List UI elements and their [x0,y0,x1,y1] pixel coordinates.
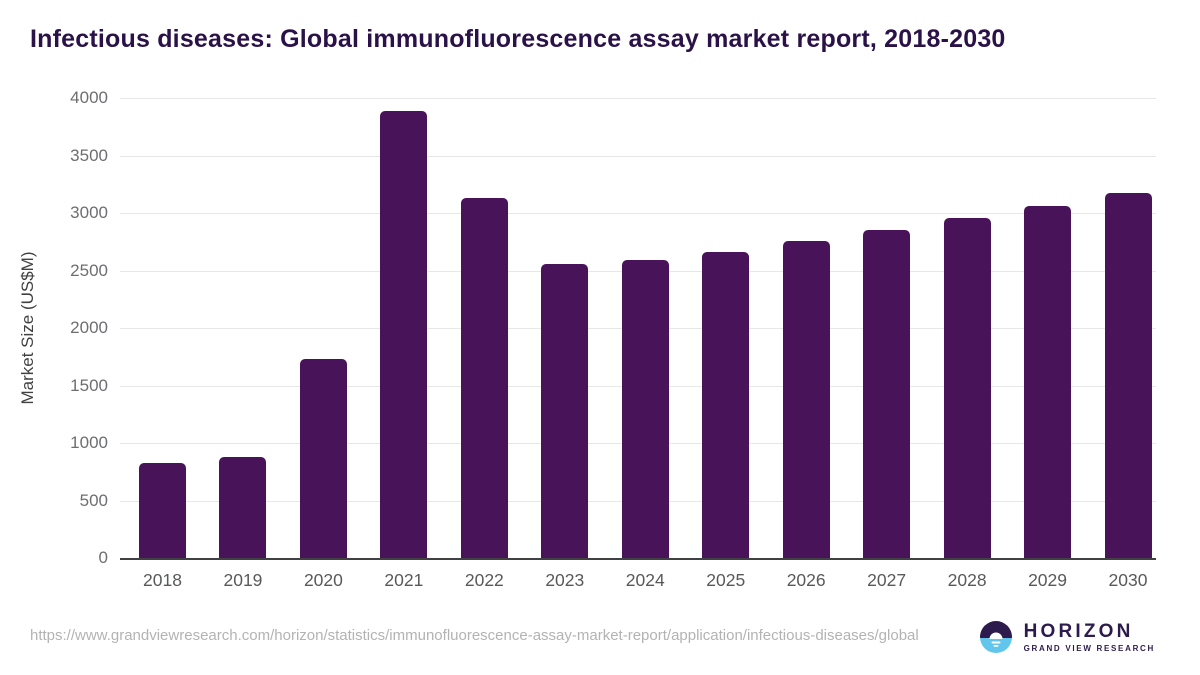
x-tick-2020: 2020 [303,570,343,590]
bar-chart-plot-area [120,98,1156,560]
page-title: Infectious diseases: Global immunofluore… [30,25,1006,53]
gridline-4000 [120,98,1156,99]
horizon-sunrise-icon [979,621,1012,653]
bar-2028 [943,218,991,558]
y-tick-2500: 2500 [70,260,108,280]
x-tick-2030: 2030 [1108,570,1148,590]
source-url-text: https://www.grandviewresearch.com/horizo… [30,627,919,644]
bar-2020 [299,359,347,558]
gridline-3500 [120,155,1156,157]
y-tick-500: 500 [79,490,108,510]
bar-2018 [139,462,186,558]
y-tick-3000: 3000 [70,203,108,222]
logo-name: HORIZON [1023,620,1134,642]
x-tick-2028: 2028 [947,570,987,590]
x-tick-2025: 2025 [706,570,746,590]
y-tick-1000: 1000 [70,433,108,452]
x-tick-2019: 2019 [223,570,263,590]
x-tick-2024: 2024 [625,570,665,590]
x-axis-tick-labels: 2018 2019 2020 2021 2022 2023 2024 2025 2026 2027… [120,570,1156,594]
bar-2027 [863,230,911,558]
y-axis-title: Market Size (US$M) [18,251,37,405]
logo-text: HORIZON GRAND VIEW RESEARCH [1024,622,1155,653]
bar-2022 [460,198,508,558]
gridline-3000 [120,213,1156,214]
x-tick-2023: 2023 [545,570,585,590]
bar-2025 [702,251,750,558]
bar-2024 [621,259,669,558]
footer: https://www.grandviewresearch.com/horizo… [0,613,1200,675]
x-tick-2018: 2018 [143,570,182,590]
logo-tagline: GRAND VIEW RESEARCH [1023,643,1155,653]
bar-2019 [219,457,267,558]
bar-2029 [1024,206,1072,558]
y-tick-3500: 3500 [70,145,108,165]
bar-2030 [1104,193,1152,558]
bar-2026 [782,240,830,558]
x-tick-2029: 2029 [1028,570,1068,590]
bar-2021 [380,110,428,558]
y-tick-4000: 4000 [70,88,108,107]
y-axis-tick-labels: 0 500 1000 1500 2000 2500 3000 3500 4000 [40,88,108,567]
y-tick-0: 0 [98,548,108,567]
x-tick-2026: 2026 [786,570,826,590]
y-tick-2000: 2000 [70,318,108,337]
x-tick-2021: 2021 [384,570,424,590]
x-tick-2022: 2022 [464,570,504,590]
x-tick-2027: 2027 [867,570,907,590]
bar-2023 [541,263,589,558]
horizon-logo: HORIZON GRAND VIEW RESEARCH [979,621,1155,653]
y-tick-1500: 1500 [70,375,108,395]
